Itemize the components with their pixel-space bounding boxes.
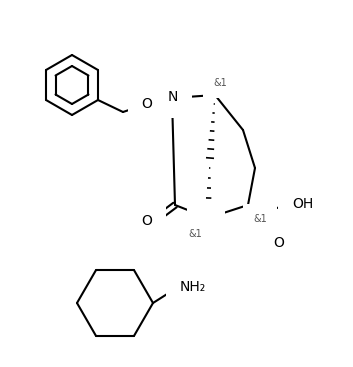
Text: O: O	[142, 214, 152, 228]
Text: N: N	[168, 90, 178, 104]
Text: &1: &1	[213, 78, 227, 88]
Text: NH₂: NH₂	[180, 280, 206, 294]
Text: O: O	[274, 236, 285, 250]
Text: N: N	[201, 219, 211, 233]
Text: &1: &1	[188, 229, 202, 239]
Text: O: O	[142, 97, 152, 111]
Text: &1: &1	[253, 214, 267, 224]
Text: OH: OH	[292, 197, 313, 211]
